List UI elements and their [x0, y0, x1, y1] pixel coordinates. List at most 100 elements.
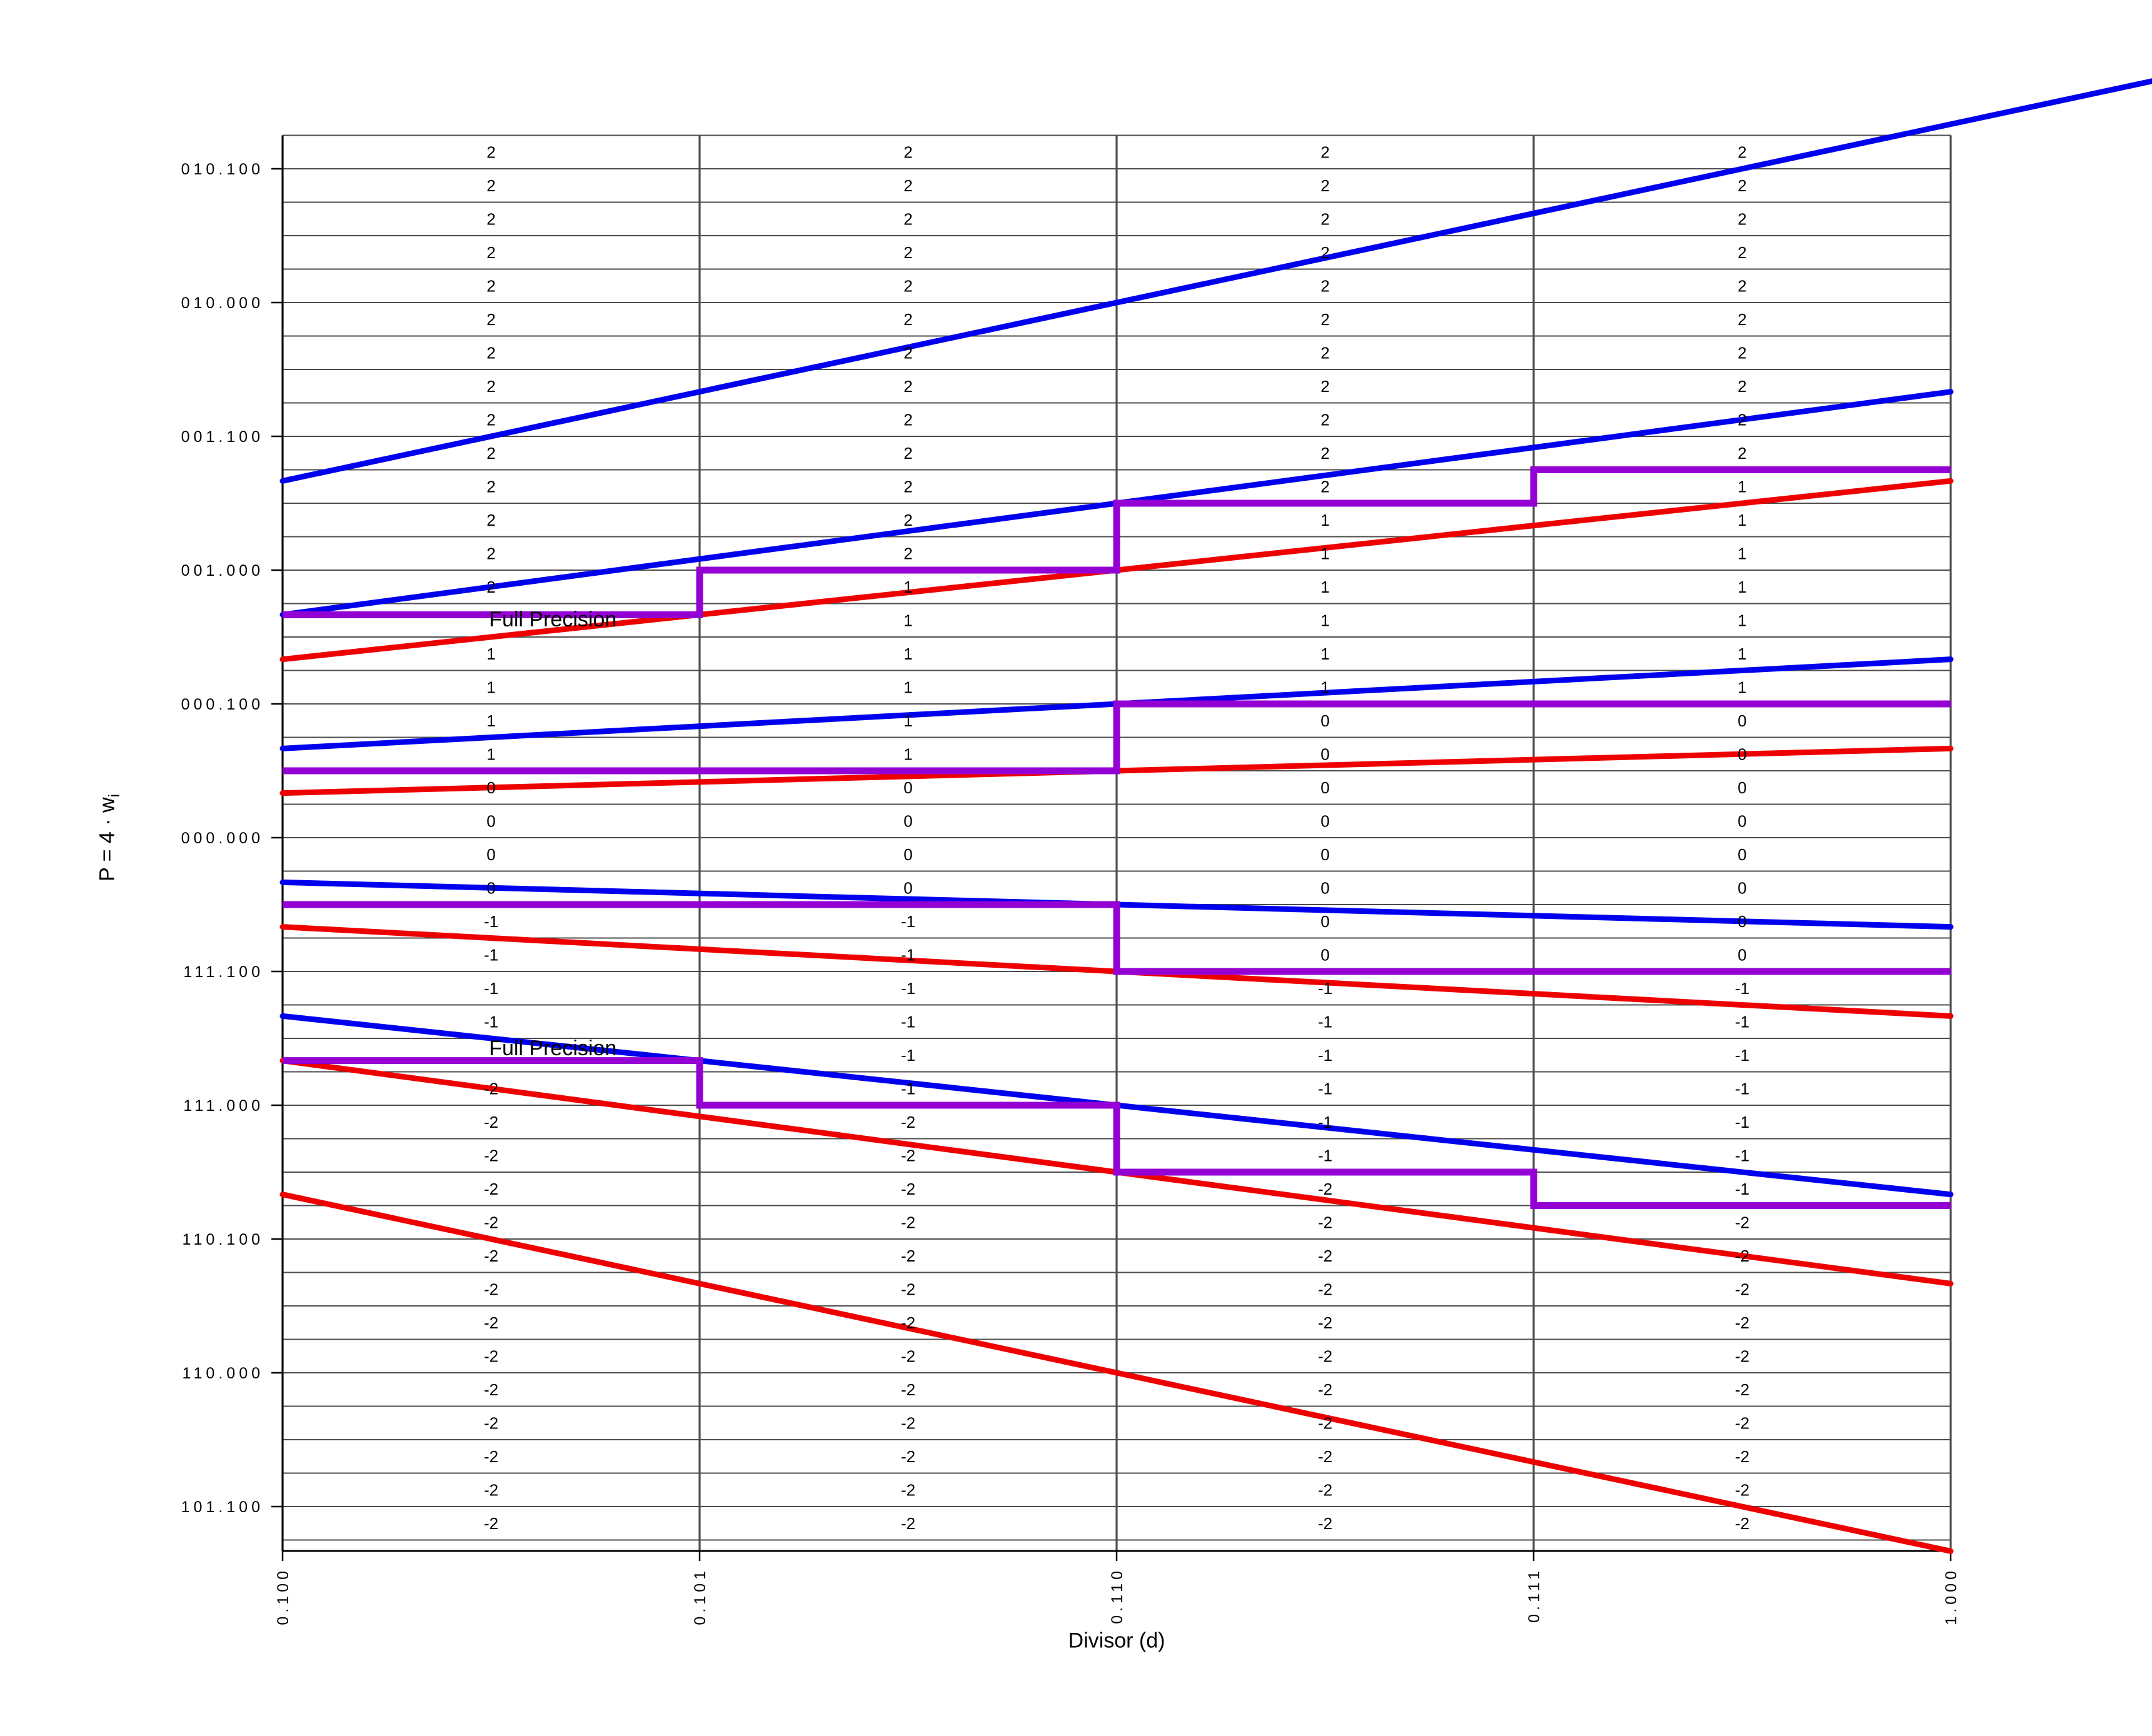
quotient-digit: 0 — [1320, 811, 1329, 830]
quotient-digit: 1 — [1737, 678, 1746, 696]
quotient-digit: -2 — [484, 1514, 498, 1533]
quotient-digit: 2 — [1320, 343, 1329, 362]
y-tick-label: 000.100 — [181, 696, 264, 713]
quotient-digit: -1 — [901, 945, 915, 964]
quotient-digit: -2 — [484, 1413, 498, 1432]
quotient-digit: -2 — [484, 1280, 498, 1298]
quotient-digit: 1 — [903, 578, 912, 596]
quotient-digit: 0 — [1320, 711, 1329, 730]
quotient-digit: -2 — [484, 1247, 498, 1265]
quotient-digit: 1 — [1737, 645, 1746, 663]
digit-upper-bound-line — [279, 78, 2152, 484]
quotient-digit: 0 — [1737, 745, 1746, 763]
x-axis-title: Divisor (d) — [1068, 1628, 1165, 1653]
quotient-digit: 1 — [1320, 578, 1329, 596]
full-precision-labels: Full Precision Full Precision — [489, 608, 616, 1060]
quotient-digit: -2 — [901, 1113, 915, 1131]
staircase-boundary-1-0 — [283, 700, 1951, 775]
quotient-digit: 2 — [903, 410, 912, 429]
quotient-digit: 2 — [486, 176, 495, 195]
quotient-digit: 2 — [486, 209, 495, 228]
quotient-digit: 2 — [486, 444, 495, 463]
quotient-digit: 2 — [903, 377, 912, 396]
quotient-digit: -2 — [1735, 1247, 1749, 1265]
quotient-digit: 2 — [903, 511, 912, 529]
quotient-digit: 2 — [1320, 243, 1329, 262]
quotient-digit: 2 — [486, 410, 495, 429]
quotient-digit: -2 — [1318, 1413, 1332, 1432]
quotient-digit: -1 — [1735, 1012, 1749, 1031]
quotient-digit: -2 — [901, 1213, 915, 1232]
quotient-digit: 2 — [903, 143, 912, 161]
staircase-boundary-neg1-neg2 — [283, 1057, 1951, 1209]
quotient-digit: 1 — [486, 711, 495, 730]
y-axis-title-sub: i — [106, 794, 123, 798]
quotient-digit: -2 — [1735, 1480, 1749, 1499]
quotient-digit: 2 — [486, 143, 495, 161]
quotient-digit: 0 — [903, 845, 912, 864]
quotient-digit: 2 — [486, 310, 495, 329]
quotient-digit: 0 — [1737, 945, 1746, 964]
quotient-digit: -2 — [1735, 1313, 1749, 1332]
quotient-digit: 0 — [1737, 811, 1746, 830]
quotient-digit: 0 — [1320, 778, 1329, 797]
quotient-digit: 1 — [1737, 477, 1746, 496]
quotient-digit: 2 — [1320, 176, 1329, 195]
quotient-digit: -2 — [484, 1213, 498, 1232]
quotient-digit: 1 — [903, 645, 912, 663]
y-tick-label: 001.000 — [181, 562, 264, 580]
quotient-digit: 1 — [1320, 544, 1329, 563]
quotient-digit: -1 — [1318, 1113, 1332, 1131]
quotient-digit: 1 — [1737, 611, 1746, 630]
quotient-digit: 2 — [1737, 209, 1746, 228]
quotient-digit: -1 — [1735, 1046, 1749, 1065]
grid-vertical — [281, 135, 1952, 1551]
quotient-digit: -1 — [484, 1012, 498, 1031]
digit-lower-bound-line — [279, 1192, 1954, 1554]
quotient-digit: 1 — [1320, 511, 1329, 529]
quotient-digit: -2 — [1318, 1180, 1332, 1198]
quotient-digit: -2 — [1735, 1447, 1749, 1466]
quotient-digit: 0 — [1737, 878, 1746, 897]
quotient-digit: 0 — [486, 845, 495, 864]
axis-spines — [271, 135, 1952, 1561]
quotient-digit: 2 — [903, 477, 912, 496]
quotient-digit: 0 — [486, 878, 495, 897]
quotient-digit: -2 — [901, 1447, 915, 1466]
quotient-digit: -1 — [484, 945, 498, 964]
quotient-digit: -2 — [484, 1113, 498, 1131]
quotient-digit: 2 — [1320, 410, 1329, 429]
y-tick-label: 111.100 — [183, 963, 264, 981]
quotient-digit: -1 — [484, 912, 498, 931]
quotient-digit: 2 — [1320, 477, 1329, 496]
quotient-digit: -2 — [1318, 1380, 1332, 1399]
quotient-digit: 1 — [486, 678, 495, 696]
x-tick-label: 1.000 — [1943, 1567, 1960, 1625]
quotient-digit: 0 — [1737, 778, 1746, 797]
quotient-digit: 1 — [1320, 678, 1329, 696]
quotient-digit: -2 — [901, 1313, 915, 1332]
y-tick-label: 110.100 — [182, 1231, 264, 1248]
quotient-digit: -2 — [1735, 1380, 1749, 1399]
quotient-digit: -2 — [1318, 1514, 1332, 1533]
quotient-digit: -1 — [901, 1079, 915, 1098]
quotient-digit: -1 — [1735, 1079, 1749, 1098]
quotient-digit: 2 — [1737, 444, 1746, 463]
quotient-digit: 1 — [903, 611, 912, 630]
quotient-digit: 2 — [1320, 444, 1329, 463]
x-tick-labels: 0.100 0.101 0.110 0.111 1.000 — [274, 1567, 1960, 1625]
quotient-digit: -2 — [484, 1079, 498, 1098]
quotient-digit: -2 — [1318, 1280, 1332, 1298]
quotient-digit: -2 — [484, 1347, 498, 1365]
quotient-digit: 1 — [903, 745, 912, 763]
quotient-digit: 2 — [1737, 410, 1746, 429]
quotient-digit: 1 — [486, 745, 495, 763]
quotient-digit: -1 — [1735, 979, 1749, 998]
quotient-digit: 2 — [486, 276, 495, 295]
quotient-digit: 1 — [1737, 578, 1746, 596]
quotient-digit: 0 — [486, 778, 495, 797]
quotient-digit: 0 — [1737, 912, 1746, 931]
quotient-digit: 2 — [903, 310, 912, 329]
quotient-digit: -2 — [1735, 1514, 1749, 1533]
quotient-digit: 2 — [1737, 276, 1746, 295]
